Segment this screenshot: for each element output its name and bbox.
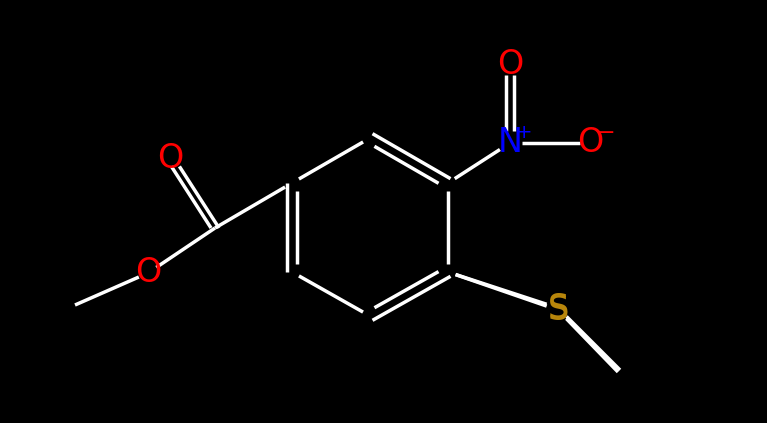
- Text: O: O: [497, 49, 523, 82]
- Text: O: O: [577, 126, 603, 159]
- Text: N: N: [498, 126, 522, 159]
- Text: −: −: [597, 123, 615, 143]
- Text: O: O: [135, 256, 161, 289]
- Text: O: O: [157, 142, 183, 175]
- Text: S: S: [548, 291, 568, 324]
- Text: S: S: [548, 294, 568, 327]
- Text: +: +: [515, 123, 532, 142]
